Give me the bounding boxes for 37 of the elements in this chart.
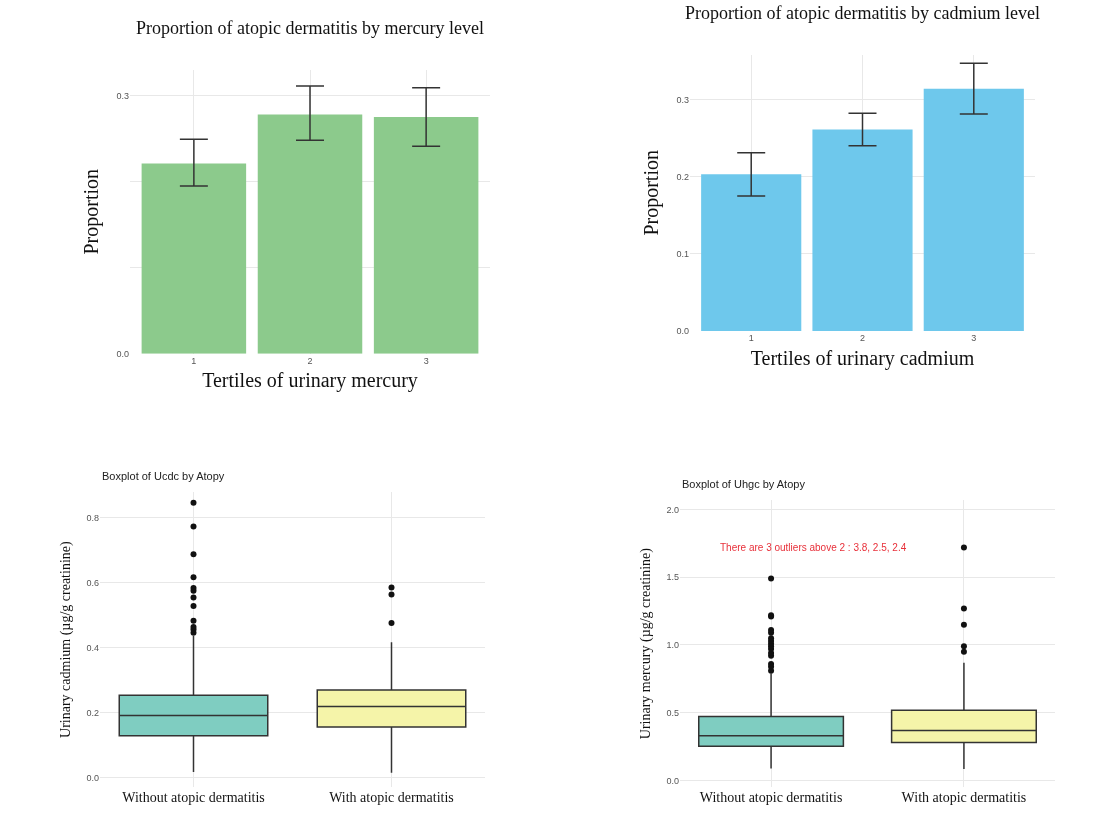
x-tick-label: 3: [971, 333, 977, 344]
y-tick-label: 0.0: [676, 326, 689, 337]
y-tick-label: 2.0: [666, 504, 679, 515]
y-tick-label: 0.6: [86, 578, 99, 589]
y-tick-label: 0.8: [86, 513, 99, 524]
x-axis-title: Tertiles of urinary mercury: [202, 369, 418, 393]
y-tick-label: 0.4: [86, 642, 99, 653]
y-tick-label: 1.5: [666, 572, 679, 583]
y-axis-title: Proportion: [79, 168, 103, 255]
chart-title: Boxplot of Uhgc by Atopy: [682, 478, 806, 490]
x-tick-label: 1: [748, 333, 754, 344]
x-tick-label: With atopic dermatitis: [901, 790, 1027, 806]
y-axis-title: Proportion: [639, 150, 663, 236]
y-axis-title: Urinary mercury (µg/g creatinine): [638, 547, 655, 740]
x-tick-label: With atopic dermatitis: [329, 790, 454, 806]
annotation: There are 3 outliers above 2 : 3.8, 2.5, 2.4: [720, 542, 907, 553]
x-tick-label: 2: [859, 333, 866, 344]
y-tick-label: 0.1: [676, 248, 689, 259]
x-tick-label: 1: [191, 355, 197, 366]
chart-title: Boxplot of Ucdc by Atopy: [102, 470, 225, 482]
y-axis-title: Urinary cadmium (µg/g creatinine): [58, 541, 75, 738]
x-tick-label: Without atopic dermatitis: [122, 790, 265, 806]
y-tick-label: 0.0: [86, 772, 99, 783]
x-tick-label: 3: [423, 355, 429, 366]
chart-title: Proportion of atopic dermatitis by cadmium level: [685, 3, 1040, 23]
y-tick-label: 0.0: [116, 349, 129, 360]
y-tick-label: 0.2: [676, 171, 689, 182]
chart-title: Proportion of atopic dermatitis by mercury level: [136, 18, 484, 38]
y-tick-label: 0.0: [666, 775, 679, 786]
x-axis-title: Tertiles of urinary cadmium: [750, 346, 975, 370]
x-tick-label: Without atopic dermatitis: [699, 790, 843, 806]
y-tick-label: 1.0: [666, 640, 679, 651]
y-tick-label: 0.3: [676, 94, 689, 105]
y-tick-label: 0.3: [116, 90, 129, 101]
x-tick-label: 2: [307, 355, 313, 366]
y-tick-label: 0.5: [666, 707, 679, 718]
y-tick-label: 0.2: [86, 707, 99, 718]
